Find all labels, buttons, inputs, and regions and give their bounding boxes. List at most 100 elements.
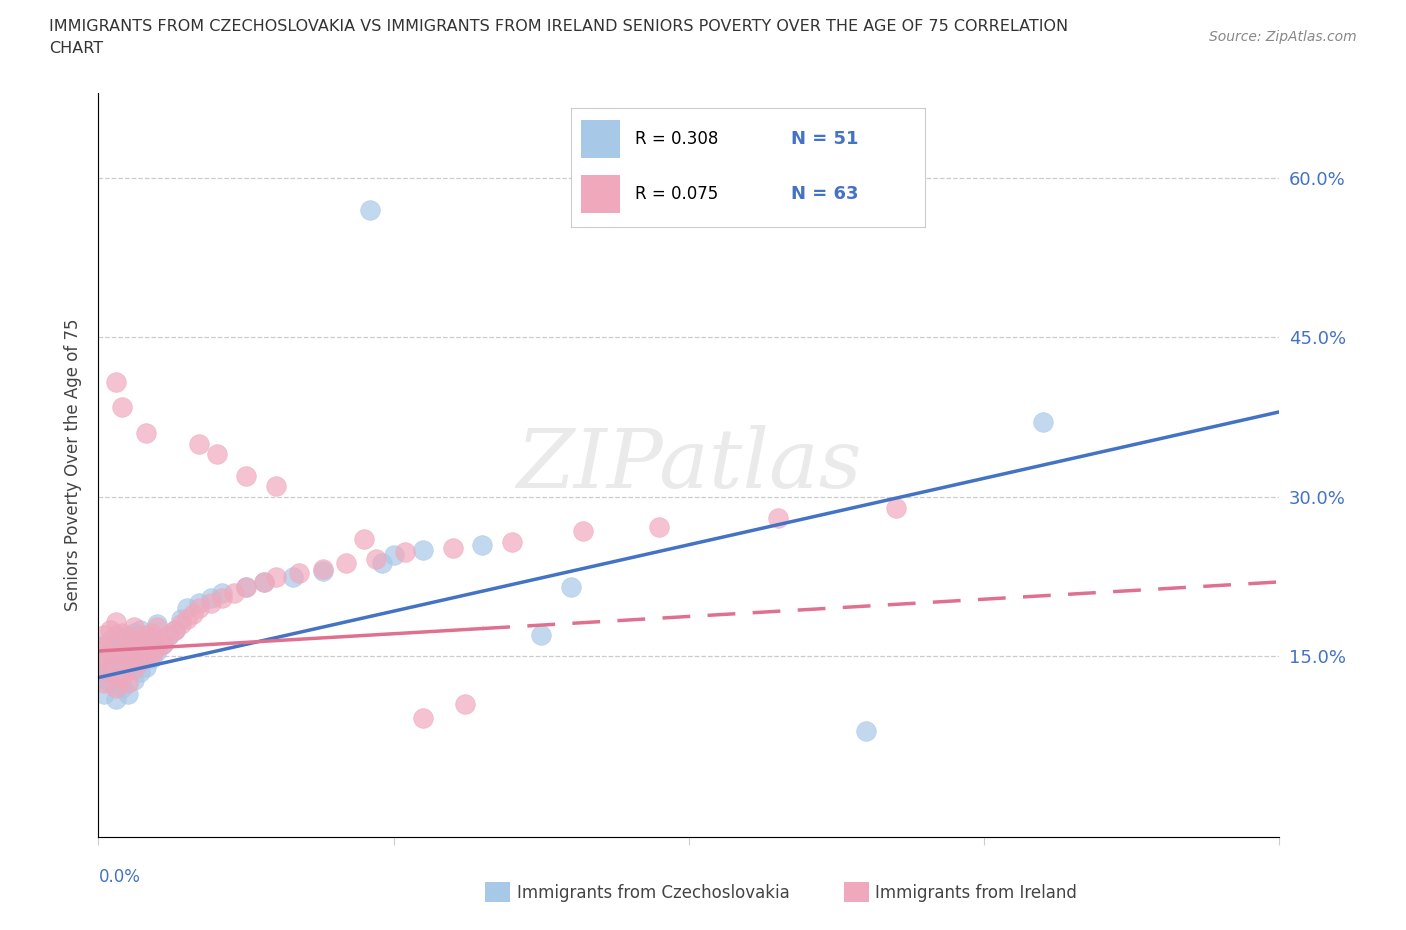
Point [111,646,134,661]
Point [128,622,150,637]
Point [571,524,593,538]
Point [105,691,128,706]
Point [141,630,163,644]
Point [87,654,110,669]
Point [98,665,121,680]
Point [146,644,169,658]
Point [170,617,193,631]
Point [117,638,139,653]
Point [441,540,464,555]
Point [93,638,115,653]
Point [264,479,287,494]
Point [235,579,257,594]
Point [105,615,128,630]
Point [98,644,121,658]
Y-axis label: Seniors Poverty Over the Age of 75: Seniors Poverty Over the Age of 75 [63,319,82,611]
Point [98,633,121,648]
Point [135,426,157,441]
Point [146,641,169,656]
Point [111,633,134,648]
Point [235,579,257,594]
Point [93,628,115,643]
Point [105,375,128,390]
Point [288,566,311,581]
Point [111,671,134,685]
Point [128,644,150,658]
Point [122,672,145,687]
Point [141,626,163,641]
Point [165,622,187,637]
Point [200,596,222,611]
Point [253,575,276,590]
Point [105,681,128,696]
Point [98,659,121,674]
Point [128,654,150,669]
Point [93,649,115,664]
Text: Source: ZipAtlas.com: Source: ZipAtlas.com [1209,30,1357,44]
Point [87,659,110,674]
Point [111,626,134,641]
Point [253,575,276,590]
Point [187,601,209,616]
Point [394,545,416,560]
Point [105,649,128,664]
Point [122,641,145,656]
Point [176,601,198,616]
Point [117,651,139,666]
Point [157,628,180,643]
Point [135,659,157,674]
Point [122,626,145,641]
Point [453,697,475,711]
Point [111,681,134,696]
Point [122,661,145,676]
Point [98,675,121,690]
Point [122,619,145,634]
Point [93,686,115,701]
Point [1032,415,1054,430]
Point [157,628,180,643]
Point [312,562,335,577]
Text: 0.0%: 0.0% [98,869,141,886]
Point [87,638,110,653]
Point [364,551,387,566]
Point [152,636,174,651]
Point [105,671,128,685]
Point [187,596,209,611]
Text: IMMIGRANTS FROM CZECHOSLOVAKIA VS IMMIGRANTS FROM IRELAND SENIORS POVERTY OVER T: IMMIGRANTS FROM CZECHOSLOVAKIA VS IMMIGR… [49,19,1069,33]
Point [884,500,907,515]
Point [117,686,139,701]
Point [211,585,233,600]
Point [128,665,150,680]
Point [766,511,789,525]
Point [371,555,394,570]
Point [200,591,222,605]
Point [530,628,553,643]
Point [312,564,335,578]
Point [128,633,150,648]
Point [105,636,128,651]
Point [224,585,246,600]
Point [176,612,198,627]
Point [170,612,193,627]
Text: CHART: CHART [49,41,103,56]
Point [382,548,405,563]
Point [235,468,257,483]
Point [211,591,233,605]
Point [111,654,134,669]
Point [264,569,287,584]
Point [187,436,209,451]
Point [146,617,169,631]
Point [181,606,204,621]
Point [353,532,375,547]
Point [471,538,494,552]
Point [98,622,121,637]
Point [412,711,434,725]
Point [501,534,523,549]
Point [205,447,228,462]
Point [87,671,110,685]
Point [105,658,128,672]
Point [359,203,381,218]
Point [141,651,163,666]
Point [141,646,163,661]
Point [412,542,434,557]
